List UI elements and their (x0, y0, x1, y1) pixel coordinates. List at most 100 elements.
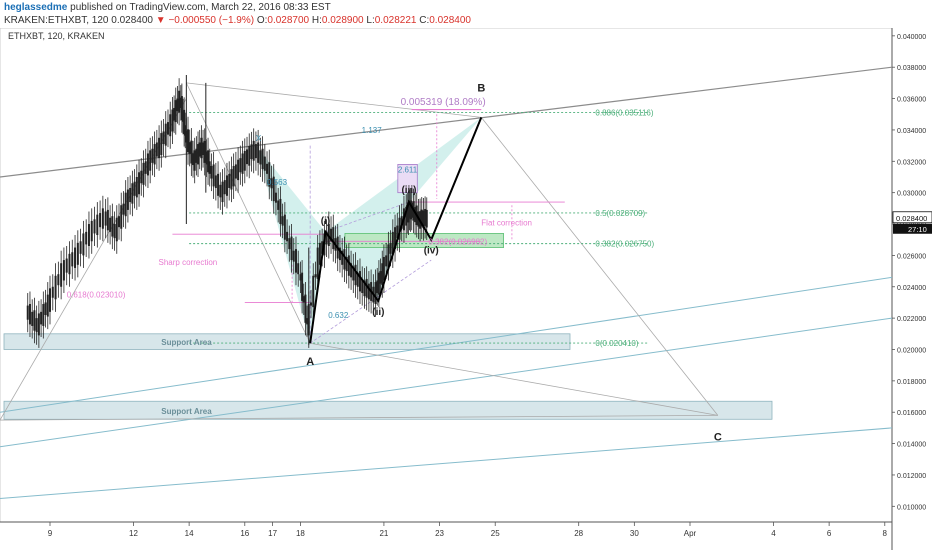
price-axis-label: 0.016000 (897, 410, 926, 417)
candle-body (254, 144, 257, 159)
open-value: 0.028700 (267, 15, 310, 26)
chart-header: heglassedme published on TradingView.com… (0, 0, 932, 28)
price-axis-label: 0.026000 (897, 253, 926, 260)
close-value: 0.028400 (429, 15, 471, 26)
candle-body (122, 203, 125, 215)
symbol-label: KRAKEN:ETHXBT, 120 (4, 15, 109, 26)
candle-body (365, 278, 368, 298)
candle-body (221, 181, 224, 203)
candle-body (420, 209, 423, 227)
candle-body (126, 189, 129, 210)
candle-body (299, 274, 302, 281)
candle-body (138, 172, 141, 195)
price-axis-label: 0.020000 (897, 347, 926, 354)
candle-body (241, 153, 244, 174)
candle-body (338, 247, 341, 261)
candle-body (40, 311, 43, 325)
chart-annotation: 1.137 (362, 126, 383, 135)
price-chart[interactable]: 0.886(0.035116) 0.5(0.028709) 0.382(0.0267… (0, 28, 932, 550)
time-axis-label: 6 (827, 529, 832, 538)
candle-body (422, 210, 425, 229)
countdown-text: 27:10 (908, 225, 927, 234)
candle-body (207, 150, 210, 173)
candle-body (268, 162, 271, 187)
fib-level-label: 0.382(0.026750) (595, 240, 654, 249)
candle-body (376, 280, 379, 294)
candle-body (382, 256, 385, 281)
chart-annotation: 0.618(0.023010) (67, 291, 126, 300)
candle-body (85, 231, 88, 245)
candle-body (178, 90, 181, 113)
candle-body (304, 294, 307, 323)
candle-body (210, 166, 213, 179)
candle-body (144, 161, 147, 174)
candle-body (306, 318, 309, 325)
candle-body (62, 260, 65, 281)
elliott-wave-path (309, 117, 483, 344)
candle-body (230, 169, 233, 190)
candle-body (153, 144, 156, 165)
candle-body (314, 274, 317, 278)
price-change: ▼ −0.000550 (−1.9%) (155, 15, 255, 26)
high-value: 0.028900 (321, 15, 364, 26)
candle-body (223, 180, 226, 195)
candle-body (129, 187, 132, 203)
candle-body (406, 205, 409, 221)
candle-body (312, 275, 315, 308)
candle-body (290, 236, 293, 261)
candle-body (250, 144, 253, 160)
candle-body (179, 97, 182, 108)
candle-body (35, 318, 38, 333)
wave-label: (i) (321, 216, 330, 227)
candle-body (31, 311, 34, 326)
fib-level-label: 0.886(0.035116) (595, 108, 653, 117)
time-axis-label: 21 (379, 529, 388, 538)
candle-body (396, 225, 399, 239)
candle-body (292, 250, 295, 262)
candle-body (65, 258, 68, 273)
author-link[interactable]: heglassedme (4, 2, 68, 13)
candle-body (408, 202, 411, 218)
candle-body (135, 176, 138, 198)
time-axis-label: Apr (684, 529, 697, 538)
candle-body (155, 142, 158, 157)
candle-body (281, 216, 284, 226)
time-axis-label: 30 (630, 529, 639, 538)
candle-body (180, 96, 183, 121)
candle-body (387, 244, 390, 268)
candle-body (414, 207, 417, 223)
candle-body (214, 175, 217, 188)
candle-body (203, 140, 206, 163)
support-zone-upper (3, 333, 571, 350)
candle-body (76, 242, 79, 265)
time-axis-label: 23 (435, 529, 444, 538)
candle-body (118, 216, 121, 228)
candle-body (60, 263, 63, 287)
candle-body (124, 192, 127, 217)
candle-body (113, 224, 116, 239)
chart-annotation: 0.563 (267, 178, 288, 187)
candle-body (93, 219, 96, 234)
last-price: 0.028400 (111, 15, 153, 26)
candle-body (74, 247, 77, 268)
candle-body (361, 278, 364, 294)
candle-body (266, 163, 269, 174)
low-value: 0.028221 (374, 15, 417, 26)
candle-body (374, 282, 377, 305)
candle-body (345, 256, 348, 272)
time-axis-label: 16 (240, 529, 249, 538)
chart-annotation: 0.632 (328, 311, 349, 320)
publish-line: heglassedme published on TradingView.com… (4, 2, 331, 13)
chart-annotation: Sharp correction (159, 258, 218, 267)
candle-body (332, 227, 335, 250)
candle-body (192, 153, 195, 166)
candle-body (101, 208, 104, 229)
fib-level-label: 0(0.020410) (595, 339, 638, 348)
chart-annotation: 0.005319 (18.09%) (401, 97, 486, 108)
candle-body (109, 217, 112, 232)
candle-body (279, 198, 282, 225)
wave-label: (iv) (424, 246, 439, 257)
last-price-tag (892, 211, 932, 224)
candle-body (263, 156, 266, 171)
candle-body (182, 111, 185, 122)
